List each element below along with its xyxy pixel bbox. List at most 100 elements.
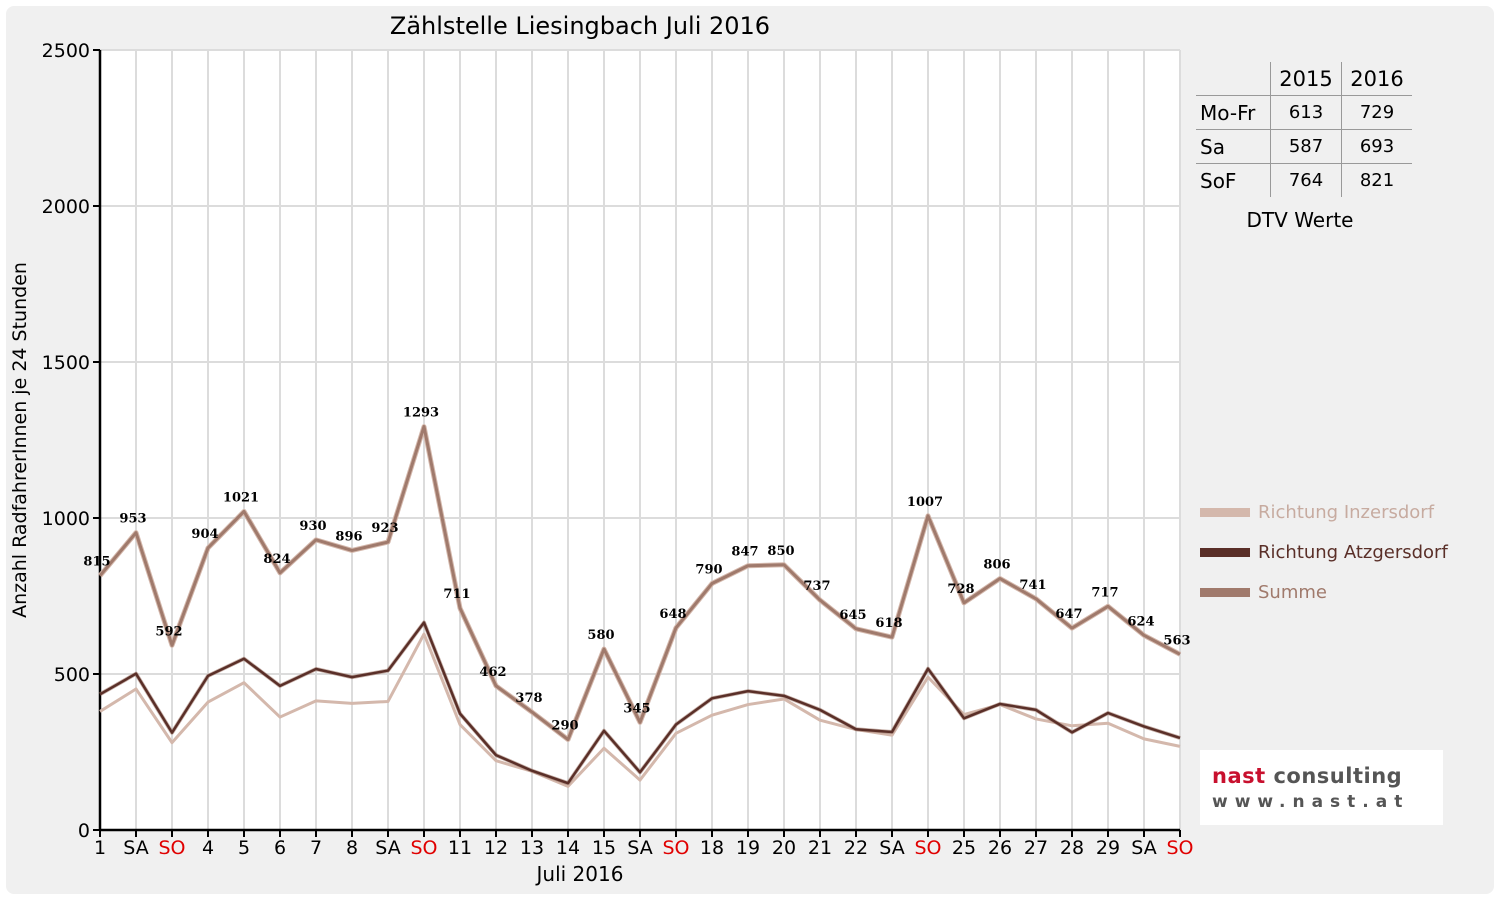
chart-title: Zählstelle Liesingbach Juli 2016 (389, 12, 771, 40)
data-label: 345 (623, 701, 650, 716)
data-label: 647 (1055, 607, 1082, 622)
x-tick-label: SO (914, 837, 941, 859)
legend-label: Summe (1258, 581, 1327, 603)
x-axis-label: Juli 2016 (536, 862, 624, 886)
dtv-cell: 587 (1270, 129, 1342, 164)
x-tick-label: 20 (772, 837, 796, 859)
x-tick-label: 27 (1024, 837, 1048, 859)
data-label: 953 (119, 512, 146, 527)
data-label: 728 (947, 582, 974, 597)
x-tick-label: SA (375, 837, 400, 859)
x-tick-label: SO (158, 837, 185, 859)
x-tick-label: 18 (700, 837, 724, 859)
data-label: 741 (1019, 578, 1046, 593)
legend-item-atzgersdorf: Richtung Atzgersdorf (1200, 532, 1448, 572)
legend-label: Richtung Inzersdorf (1258, 501, 1435, 523)
y-tick-label: 0 (78, 820, 90, 842)
x-tick-label: SA (627, 837, 652, 859)
dtv-row-label: Mo-Fr (1196, 95, 1271, 130)
x-tick-label: SO (662, 837, 689, 859)
y-tick-label: 500 (54, 664, 90, 686)
data-label: 904 (191, 527, 218, 542)
x-tick-label: SO (1166, 837, 1193, 859)
logo-brand-red: nast (1212, 764, 1266, 788)
legend-swatch (1200, 547, 1250, 557)
x-tick-label: 22 (844, 837, 868, 859)
dtv-header-2016: 2016 (1341, 62, 1412, 96)
dtv-header-empty (1196, 62, 1271, 96)
logo-brand-grey: consulting (1273, 764, 1403, 788)
legend-item-inzersdorf: Richtung Inzersdorf (1200, 492, 1448, 532)
dtv-cell: 729 (1341, 95, 1412, 130)
dtv-caption: DTV Werte (1246, 208, 1354, 232)
data-label: 1021 (223, 490, 259, 505)
y-tick-label: 1000 (42, 508, 90, 530)
dtv-row-label: Sa (1196, 129, 1271, 164)
dtv-cell: 693 (1341, 129, 1412, 164)
data-label: 896 (335, 529, 362, 544)
data-label: 806 (983, 558, 1010, 573)
x-tick-label: 26 (988, 837, 1012, 859)
data-label: 737 (803, 579, 830, 594)
data-label: 815 (83, 555, 110, 570)
data-label: 1293 (403, 406, 439, 421)
dtv-header-2015: 2015 (1270, 62, 1342, 96)
x-tick-label: 21 (808, 837, 832, 859)
x-tick-label: SA (879, 837, 904, 859)
legend-swatch (1200, 507, 1250, 517)
x-tick-label: 11 (448, 837, 472, 859)
dtv-table: 2015 2016 Mo-Fr 613 729 Sa 587 693 SoF 7… (1196, 62, 1412, 197)
x-tick-label: 5 (238, 837, 250, 859)
logo-brand: nast consulting (1212, 764, 1402, 788)
data-label: 592 (155, 624, 182, 639)
y-axis-label: Anzahl RadfahrerInnen je 24 Stunden (9, 262, 31, 618)
y-tick-label: 1500 (42, 352, 90, 374)
x-tick-label: 29 (1096, 837, 1120, 859)
legend-swatch (1200, 587, 1250, 597)
data-label: 717 (1091, 585, 1118, 600)
data-label: 462 (479, 665, 506, 680)
x-tick-label: 28 (1060, 837, 1084, 859)
company-logo: nast consulting www.nast.at (1200, 750, 1443, 825)
x-tick-label: SO (410, 837, 437, 859)
data-label: 711 (443, 587, 470, 602)
dtv-cell: 613 (1270, 95, 1342, 130)
logo-url: www.nast.at (1212, 792, 1410, 812)
x-tick-label: 25 (952, 837, 976, 859)
x-tick-label: 14 (556, 837, 580, 859)
data-label: 790 (695, 563, 722, 578)
data-label: 290 (551, 719, 578, 734)
data-label: 1007 (907, 495, 943, 510)
dtv-cell: 764 (1270, 163, 1342, 197)
chart-legend: Richtung Inzersdorf Richtung Atzgersdorf… (1200, 492, 1448, 612)
data-label: 563 (1163, 633, 1190, 648)
data-label: 847 (731, 545, 758, 560)
x-tick-label: SA (123, 837, 148, 859)
data-label: 923 (371, 521, 398, 536)
x-tick-label: 1 (94, 837, 106, 859)
data-label: 618 (875, 616, 902, 631)
x-tick-label: 15 (592, 837, 616, 859)
x-tick-label: 8 (346, 837, 358, 859)
x-tick-label: 13 (520, 837, 544, 859)
x-tick-label: 6 (274, 837, 286, 859)
data-label: 648 (659, 607, 686, 622)
data-label: 624 (1127, 614, 1154, 629)
legend-item-summe: Summe (1200, 572, 1448, 612)
data-label: 850 (767, 544, 794, 559)
dtv-row-label: SoF (1196, 163, 1271, 197)
legend-label: Richtung Atzgersdorf (1258, 541, 1448, 563)
data-label: 580 (587, 628, 614, 643)
x-tick-label: 7 (310, 837, 322, 859)
x-tick-label: 19 (736, 837, 760, 859)
data-label: 378 (515, 691, 542, 706)
y-tick-label: 2000 (42, 196, 90, 218)
data-label: 645 (839, 608, 866, 623)
y-tick-label: 2500 (42, 40, 90, 62)
data-label: 930 (299, 519, 326, 534)
x-tick-label: 4 (202, 837, 214, 859)
x-tick-label: SA (1131, 837, 1156, 859)
x-tick-label: 12 (484, 837, 508, 859)
data-label: 824 (263, 552, 290, 567)
